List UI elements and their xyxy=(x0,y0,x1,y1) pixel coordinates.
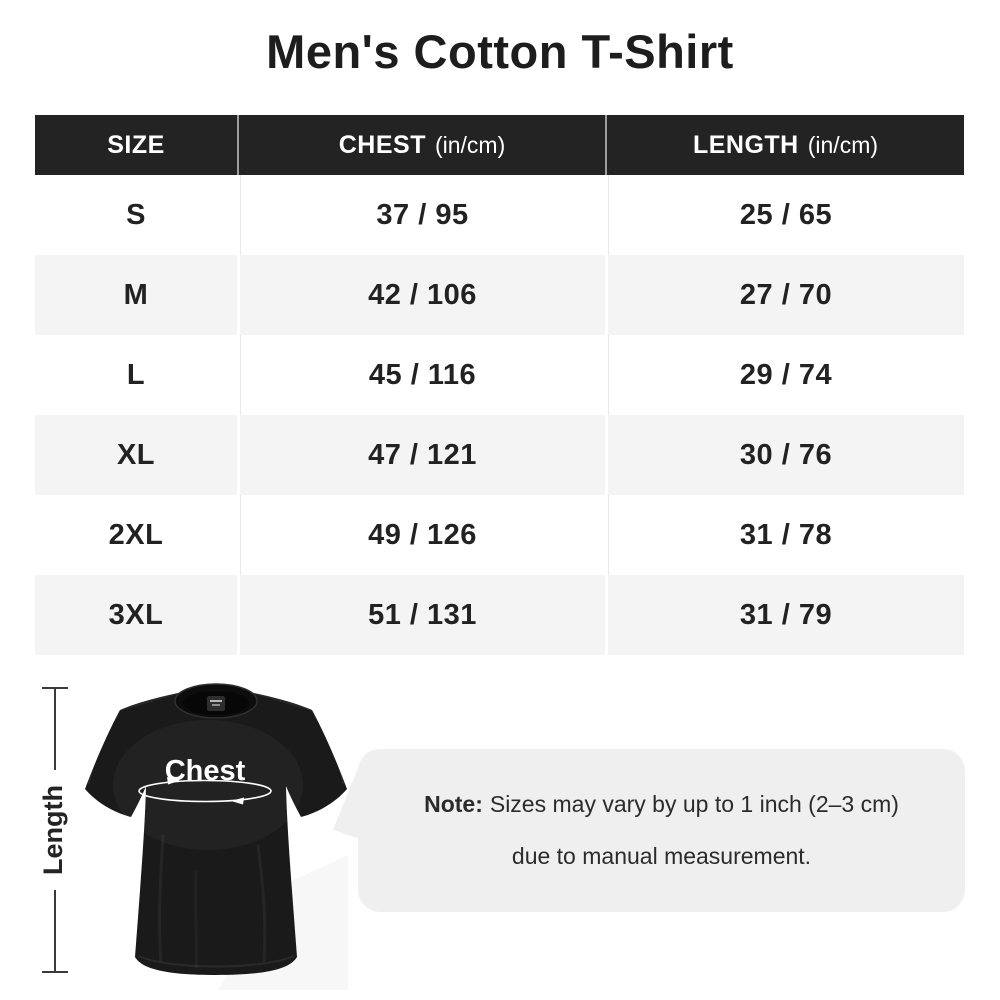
table-row-xl: XL 47 / 121 30 / 76 xyxy=(35,415,964,495)
note-text: Sizes may vary by up to 1 inch (2–3 cm) xyxy=(489,791,899,817)
chest-value: 47 / 121 xyxy=(237,415,605,495)
length-value: 31 / 79 xyxy=(605,575,964,655)
length-value: 29 / 74 xyxy=(605,335,964,415)
length-value: 31 / 78 xyxy=(605,495,964,575)
table-row-3xl: 3XL 51 / 131 31 / 79 xyxy=(35,575,964,655)
length-value: 25 / 65 xyxy=(605,175,964,255)
column-header-size: SIZE xyxy=(35,115,237,175)
table-row-m: M 42 / 106 27 / 70 xyxy=(35,255,964,335)
length-value: 27 / 70 xyxy=(605,255,964,335)
chest-value: 51 / 131 xyxy=(237,575,605,655)
chest-value: 45 / 116 xyxy=(237,335,605,415)
chest-value: 49 / 126 xyxy=(237,495,605,575)
column-header-chest: CHEST (in/cm) xyxy=(237,115,605,175)
tshirt-image: Chest xyxy=(85,683,348,990)
chest-value: 42 / 106 xyxy=(237,255,605,335)
chest-arrow-right-icon xyxy=(167,777,180,785)
size-value: 2XL xyxy=(35,495,237,575)
length-value: 30 / 76 xyxy=(605,415,964,495)
column-header-length: LENGTH (in/cm) xyxy=(605,115,964,175)
chest-arrow-left-icon xyxy=(231,797,244,805)
note-line-1: Note: Sizes may vary by up to 1 inch (2–3… xyxy=(424,791,899,818)
table-row-s: S 37 / 95 25 / 65 xyxy=(35,175,964,255)
table-row-l: L 45 / 116 29 / 74 xyxy=(35,335,964,415)
neck-brand-label xyxy=(207,696,225,711)
note-line-2: due to manual measurement. xyxy=(511,843,812,869)
size-value: M xyxy=(35,255,237,335)
chest-unit-label: (in/cm) xyxy=(434,131,506,158)
length-unit-label: (in/cm) xyxy=(807,131,879,158)
size-table: SIZE CHEST (in/cm) LENGTH (in/cm) S 37 /… xyxy=(35,115,964,655)
size-value: XL xyxy=(35,415,237,495)
size-value: 3XL xyxy=(35,575,237,655)
note-bubble: Note: Sizes may vary by up to 1 inch (2–3… xyxy=(333,749,965,912)
chest-value: 37 / 95 xyxy=(237,175,605,255)
table-header-row: SIZE CHEST (in/cm) LENGTH (in/cm) xyxy=(35,115,964,175)
note-prefix: Note: xyxy=(424,791,483,817)
length-label: Length xyxy=(38,785,68,875)
size-value: S xyxy=(35,175,237,255)
length-measure-line: Length xyxy=(38,687,68,973)
chest-measure-ellipse xyxy=(138,779,272,803)
table-row-2xl: 2XL 49 / 126 31 / 78 xyxy=(35,495,964,575)
size-value: L xyxy=(35,335,237,415)
tshirt-body xyxy=(85,689,347,975)
page-title: Men's Cotton T-Shirt xyxy=(266,25,734,78)
